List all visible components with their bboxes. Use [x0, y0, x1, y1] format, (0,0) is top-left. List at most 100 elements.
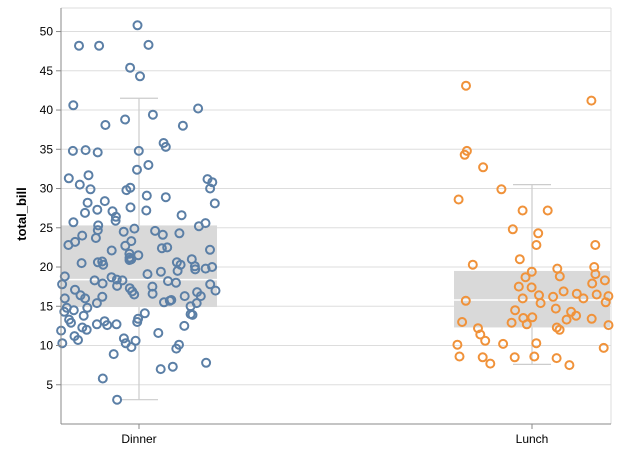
data-point [99, 196, 110, 207]
data-point [210, 285, 221, 296]
data-point [162, 242, 173, 253]
y-tick-label: 35 [40, 142, 54, 156]
data-point [467, 259, 478, 270]
data-point [167, 361, 178, 372]
y-tick-label: 45 [40, 64, 54, 78]
data-point [554, 324, 565, 335]
box-iqr [454, 270, 610, 328]
data-point [509, 352, 520, 363]
data-point [92, 257, 103, 268]
data-point [205, 279, 216, 290]
data-point [80, 145, 91, 156]
data-point [514, 254, 525, 265]
data-point [91, 298, 102, 309]
data-point [63, 240, 74, 250]
data-point [98, 259, 109, 270]
data-point [586, 313, 597, 324]
data-point [57, 338, 68, 349]
data-point [496, 184, 507, 195]
data-point [67, 145, 78, 156]
data-point [171, 343, 182, 354]
data-point [207, 262, 218, 272]
data-point [171, 277, 181, 288]
data-point [80, 293, 91, 304]
data-point [126, 342, 137, 353]
data-point [187, 309, 198, 320]
data-point [507, 224, 518, 235]
data-point [480, 335, 491, 346]
data-point [459, 149, 470, 160]
data-point [155, 266, 166, 277]
data-point [74, 40, 84, 51]
data-point [561, 314, 572, 325]
data-point [603, 320, 614, 331]
data-point [108, 349, 119, 360]
axes: 5 10 15 20 25 30 35 40 45 50 Dinner Lunch [40, 8, 611, 446]
data-point [83, 170, 94, 181]
data-point [477, 352, 488, 363]
data-point [78, 310, 89, 321]
data-point [97, 373, 108, 384]
data-point [135, 71, 145, 82]
data-point [454, 351, 465, 362]
data-point [117, 275, 128, 286]
data-point [59, 306, 70, 317]
gridlines [61, 7, 612, 424]
data-point [179, 291, 190, 302]
data-point [76, 258, 87, 269]
data-point [590, 240, 601, 250]
data-point [129, 289, 140, 300]
data-point [70, 284, 80, 295]
data-point [460, 295, 471, 306]
data-point [554, 271, 565, 282]
data-point [578, 293, 589, 304]
data-point [147, 109, 158, 120]
data-point [126, 236, 137, 247]
data-point [521, 319, 532, 330]
x-tick-label: Lunch [516, 432, 549, 446]
data-point [124, 248, 135, 259]
data-point [457, 317, 468, 327]
data-point [598, 342, 609, 353]
data-point [157, 229, 168, 240]
data-point [498, 338, 509, 349]
data-point [133, 145, 144, 156]
data-point [90, 233, 101, 243]
data-point [174, 228, 185, 239]
data-point [551, 353, 562, 364]
y-tick-label: 10 [40, 339, 54, 353]
data-point [102, 320, 113, 331]
y-tick-label: 20 [40, 260, 54, 274]
data-point [193, 221, 204, 232]
data-point [81, 324, 92, 335]
data-point [531, 240, 542, 250]
data-point [452, 339, 463, 350]
x-tick-label: Dinner [121, 432, 156, 446]
data-point [74, 179, 85, 190]
data-point [80, 207, 90, 218]
data-point [111, 319, 122, 330]
data-point [590, 269, 601, 280]
data-point [82, 302, 93, 313]
data-point [513, 281, 524, 292]
data-point [68, 305, 79, 316]
data-point [97, 278, 108, 289]
data-point [533, 228, 544, 239]
data-point [160, 192, 171, 203]
data-point [77, 230, 88, 241]
data-point [57, 279, 68, 290]
data-point [177, 120, 188, 131]
data-point [571, 310, 582, 321]
data-point [195, 291, 206, 302]
data-point [106, 245, 117, 256]
data-point [68, 217, 79, 228]
data-point [106, 272, 117, 283]
data-point [150, 225, 161, 236]
data-point [461, 80, 471, 91]
data-point [531, 338, 542, 349]
data-point [89, 275, 100, 286]
data-point [91, 319, 102, 330]
data-point [156, 243, 167, 254]
data-point [179, 320, 190, 331]
data-point [118, 226, 129, 237]
